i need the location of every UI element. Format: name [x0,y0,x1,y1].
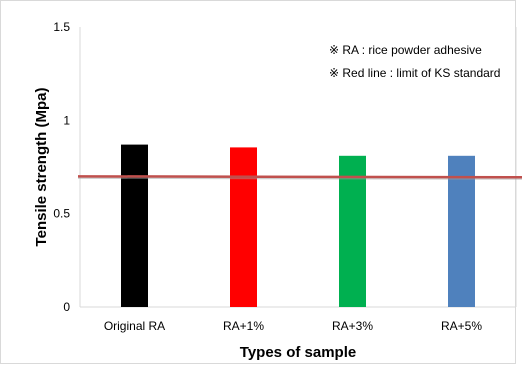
bar [230,147,257,307]
y-axis-title: Tensile strength (Mpa) [33,88,50,247]
chart-frame [0,0,516,364]
bar [339,155,366,307]
category-label: RA+5% [441,319,482,333]
ks-limit-line-shadow [77,176,522,180]
bars [121,144,475,307]
bar [121,144,148,307]
annotation-red-line: ※ Red line : limit of KS standard [329,66,500,80]
category-label: Original RA [104,319,165,333]
category-labels: Original RA RA+1% RA+3% RA+5% [104,319,483,333]
y-tick-label: 0 [63,300,70,314]
y-tick-label: 0.5 [53,207,70,221]
ks-limit-line [77,175,522,180]
category-label: RA+1% [223,319,264,333]
y-tick-label: 1.5 [53,20,70,34]
bar [448,155,475,307]
x-axis-title: Types of sample [240,344,356,361]
y-tick-label: 1 [63,113,70,127]
category-label: RA+3% [332,319,373,333]
y-tick-labels: 0 0.5 1 1.5 [53,20,70,314]
annotation-ra: ※ RA : rice powder adhesive [329,43,482,57]
ks-limit-line-stroke [77,175,522,179]
